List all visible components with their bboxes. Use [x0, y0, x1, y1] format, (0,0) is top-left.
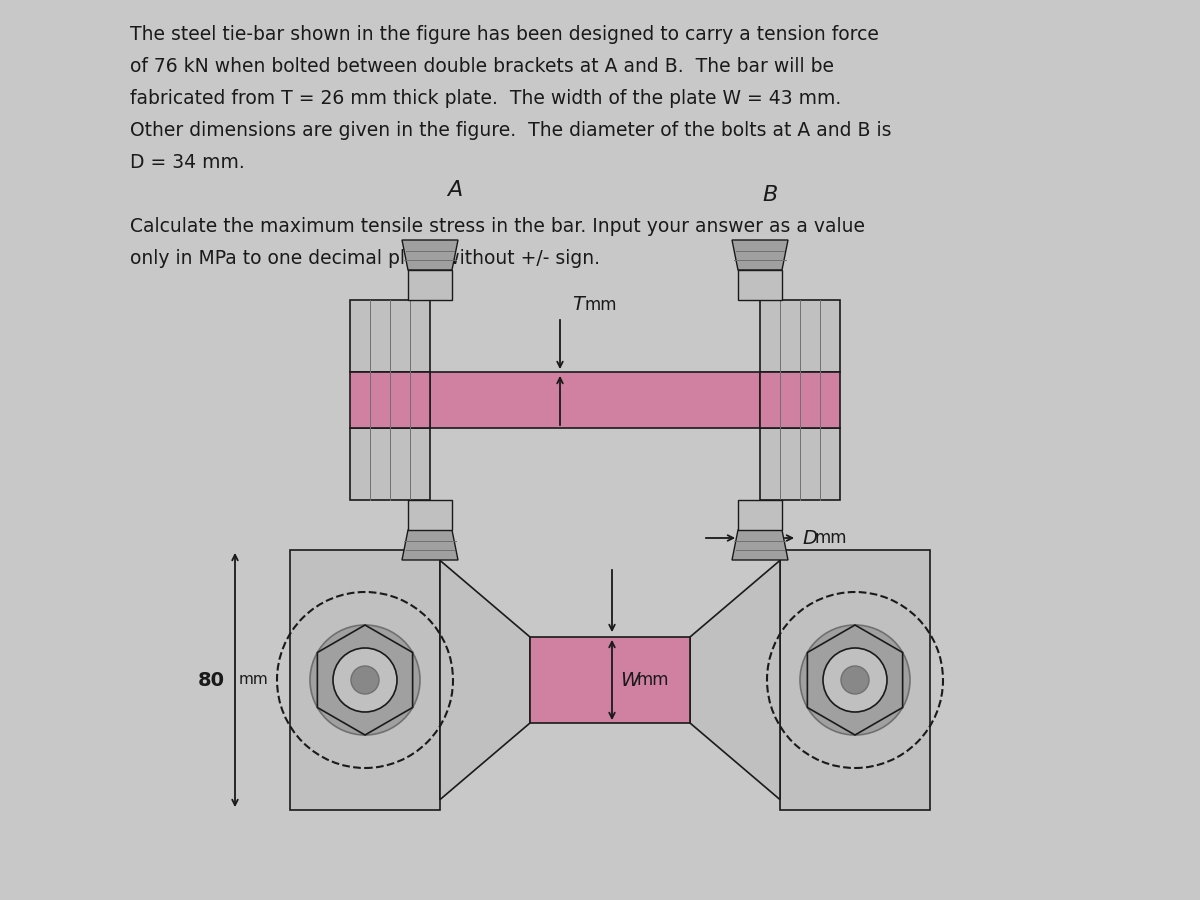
Circle shape [352, 666, 379, 694]
Bar [760, 428, 840, 500]
Circle shape [310, 625, 420, 735]
Bar [738, 500, 782, 530]
Bar [430, 372, 760, 428]
Text: D: D [802, 528, 817, 547]
Bar [408, 500, 452, 530]
Bar [738, 270, 782, 300]
Bar [290, 550, 440, 810]
Text: T: T [572, 295, 584, 314]
Text: B: B [762, 185, 778, 205]
Text: mm: mm [637, 671, 670, 689]
Bar [760, 372, 840, 428]
Bar [350, 300, 430, 372]
Circle shape [841, 666, 869, 694]
Text: Calculate the maximum tensile stress in the bar. Input your answer as a value: Calculate the maximum tensile stress in … [130, 217, 865, 236]
Text: The steel tie-bar shown in the figure has been designed to carry a tension force: The steel tie-bar shown in the figure ha… [130, 25, 878, 44]
Text: mm: mm [586, 296, 618, 314]
Circle shape [823, 648, 887, 712]
Text: of 76 kN when bolted between double brackets at A and B.  The bar will be: of 76 kN when bolted between double brac… [130, 57, 834, 76]
Polygon shape [317, 625, 413, 735]
Polygon shape [690, 561, 780, 799]
Text: A: A [448, 180, 463, 200]
Polygon shape [732, 530, 788, 560]
Bar [350, 372, 430, 428]
Circle shape [334, 648, 397, 712]
Text: D = 34 mm.: D = 34 mm. [130, 153, 245, 172]
Text: fabricated from T = 26 mm thick plate.  The width of the plate W = 43 mm.: fabricated from T = 26 mm thick plate. T… [130, 89, 841, 108]
Text: mm: mm [815, 529, 847, 547]
Bar [530, 637, 690, 723]
Bar [408, 270, 452, 300]
Polygon shape [402, 530, 458, 560]
Text: mm: mm [239, 672, 269, 688]
Bar [780, 550, 930, 810]
Circle shape [800, 625, 910, 735]
Polygon shape [440, 561, 530, 799]
Bar [350, 428, 430, 500]
Polygon shape [808, 625, 902, 735]
Text: 80: 80 [198, 670, 226, 689]
Bar [760, 300, 840, 372]
Text: Other dimensions are given in the figure.  The diameter of the bolts at A and B : Other dimensions are given in the figure… [130, 121, 892, 140]
Text: W: W [620, 670, 640, 689]
Text: only in MPa to one decimal place without +/- sign.: only in MPa to one decimal place without… [130, 249, 600, 268]
Polygon shape [732, 240, 788, 270]
Polygon shape [402, 240, 458, 270]
